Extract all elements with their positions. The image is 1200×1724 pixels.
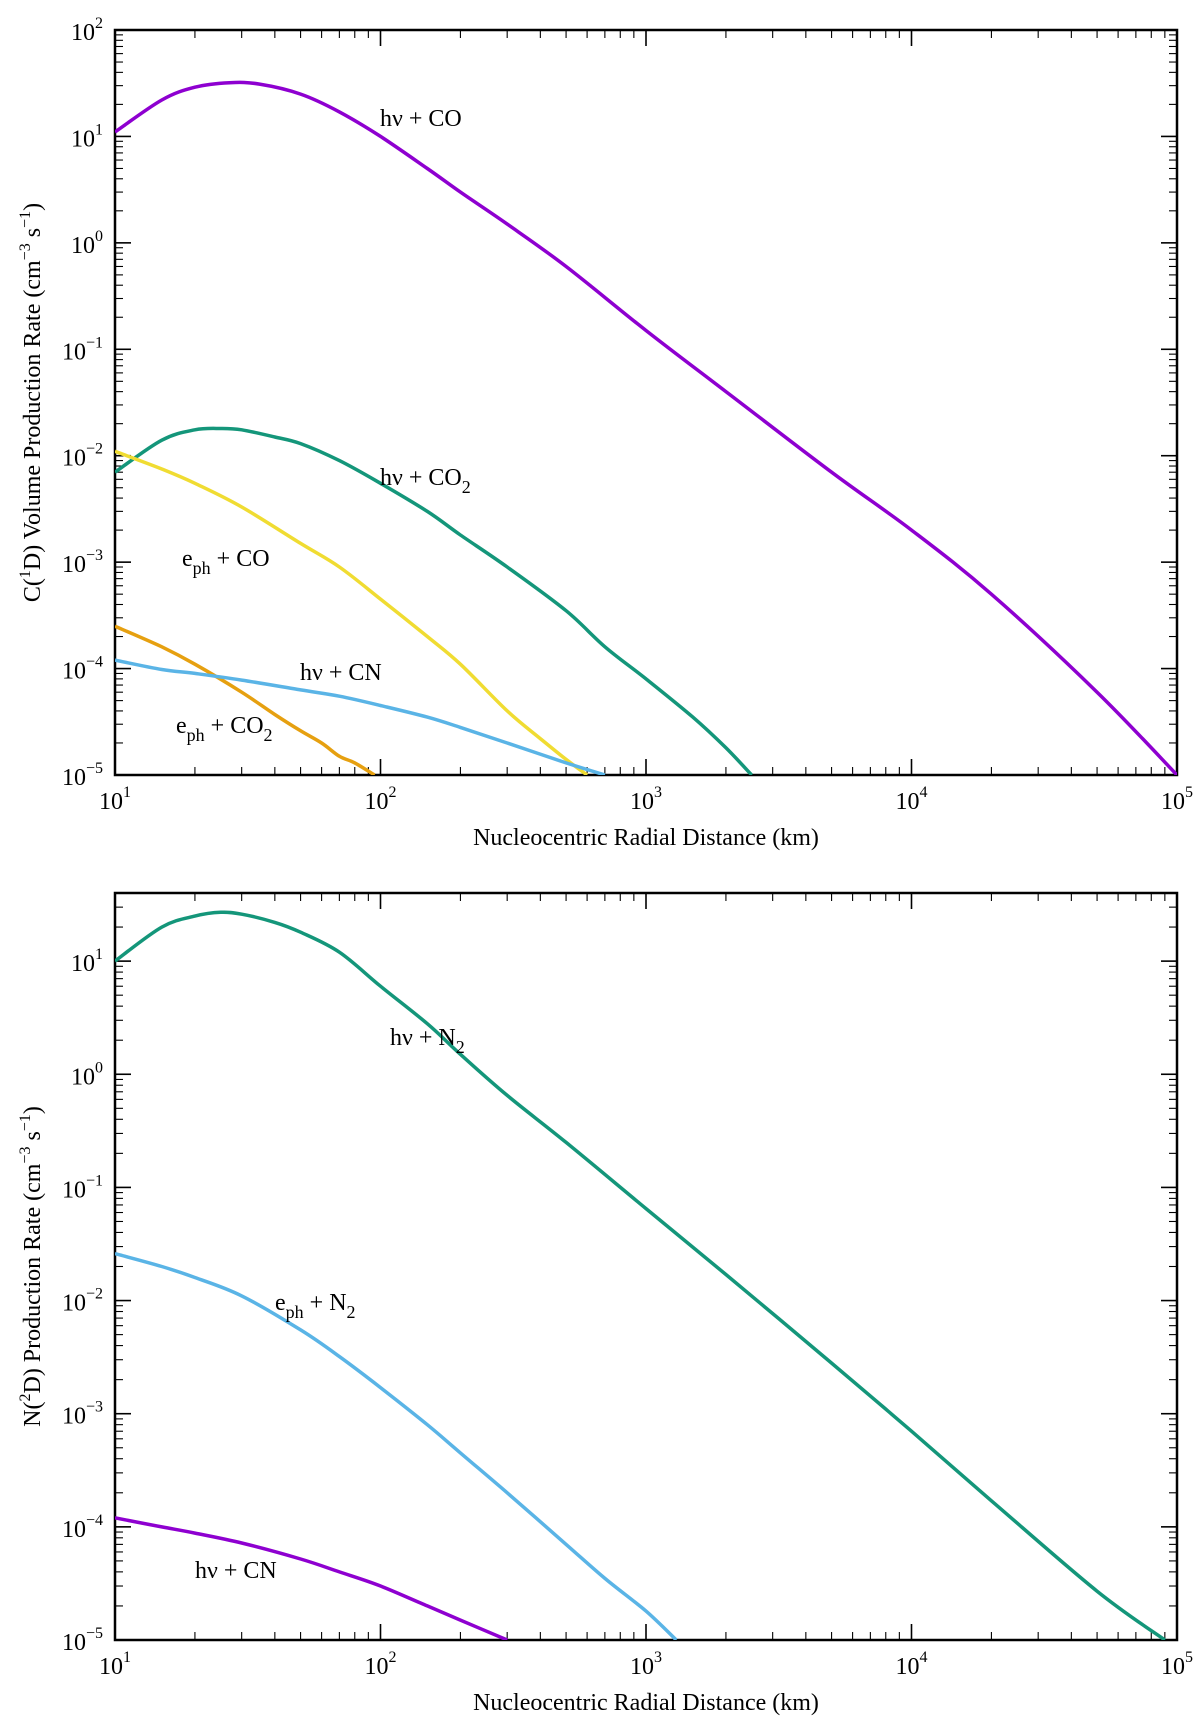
- series-label-eph-co2: eph + CO2: [176, 713, 273, 745]
- y-tick-label: 10−2: [62, 441, 103, 472]
- series-label-eph-co: eph + CO: [182, 546, 270, 578]
- x-tick-label: 104: [896, 784, 928, 815]
- y-tick-label: 101: [71, 121, 103, 152]
- y-tick-label: 102: [71, 15, 103, 46]
- series-line-h-cn: [115, 1516, 508, 1640]
- series-label-h-co2: hν + CO2: [380, 465, 471, 497]
- plot-frame: [113, 891, 1179, 1642]
- y-tick-label: 10−4: [62, 1512, 103, 1543]
- x-tick-label: 104: [896, 1649, 928, 1680]
- x-axis-label: Nucleocentric Radial Distance (km): [473, 1690, 819, 1716]
- chart-panel-c1d: 101 102 103 104 105 10−5 10−4 10−3 10−2 10−1 100 10…: [17, 15, 1193, 851]
- y-tick-label: 10−3: [62, 1399, 103, 1430]
- x-tick-label: 101: [99, 784, 131, 815]
- x-tick-label: 103: [630, 784, 662, 815]
- series-line-eph-co: [115, 449, 589, 775]
- series-label-h-cn: hν + CN: [300, 660, 382, 686]
- y-tick-label: 100: [71, 228, 103, 259]
- y-tick-label: 10−5: [62, 1625, 103, 1656]
- x-tick-label: 105: [1161, 1649, 1193, 1680]
- x-axis-label: Nucleocentric Radial Distance (km): [473, 825, 819, 851]
- series-line-eph-n2: [115, 1251, 678, 1640]
- series-label-h-cn: hν + CN: [195, 1558, 277, 1584]
- y-tick-label: 10−4: [62, 654, 103, 685]
- y-tick-label: 10−3: [62, 547, 103, 578]
- y-tick-label: 10−5: [62, 760, 103, 791]
- series-line-h-co2: [115, 426, 753, 775]
- y-tick-label: 10−1: [62, 1172, 103, 1203]
- x-tick-label: 105: [1161, 784, 1193, 815]
- series-line-h-n2: [115, 910, 1166, 1640]
- y-tick-label: 100: [71, 1059, 103, 1090]
- y-axis-label: C(1D) Volume Production Rate (cm−3 s−1): [17, 203, 46, 602]
- x-tick-label: 103: [630, 1649, 662, 1680]
- series-label-h-n2: hν + N2: [390, 1025, 465, 1057]
- x-tick-label: 102: [365, 1649, 397, 1680]
- series-label-h-co: hν + CO: [380, 106, 462, 132]
- chart-panel-n2d: 101 102 103 104 105 10−5 10−4 10−3 10−2 10−1 100 10…: [17, 891, 1193, 1716]
- y-axis-label: N(2D) Production Rate (cm−3 s−1): [17, 1106, 46, 1427]
- y-tick-label: 101: [71, 946, 103, 977]
- x-tick-label: 101: [99, 1649, 131, 1680]
- series-line-eph-co2: [115, 624, 376, 775]
- series-label-eph-n2: eph + N2: [275, 1290, 356, 1322]
- y-tick-label: 10−1: [62, 334, 103, 365]
- x-tick-label: 102: [365, 784, 397, 815]
- series-line-h-cn: [115, 658, 606, 775]
- y-tick-label: 10−2: [62, 1286, 103, 1317]
- series-line-h-co: [115, 80, 1177, 775]
- plot-frame: [113, 28, 1179, 777]
